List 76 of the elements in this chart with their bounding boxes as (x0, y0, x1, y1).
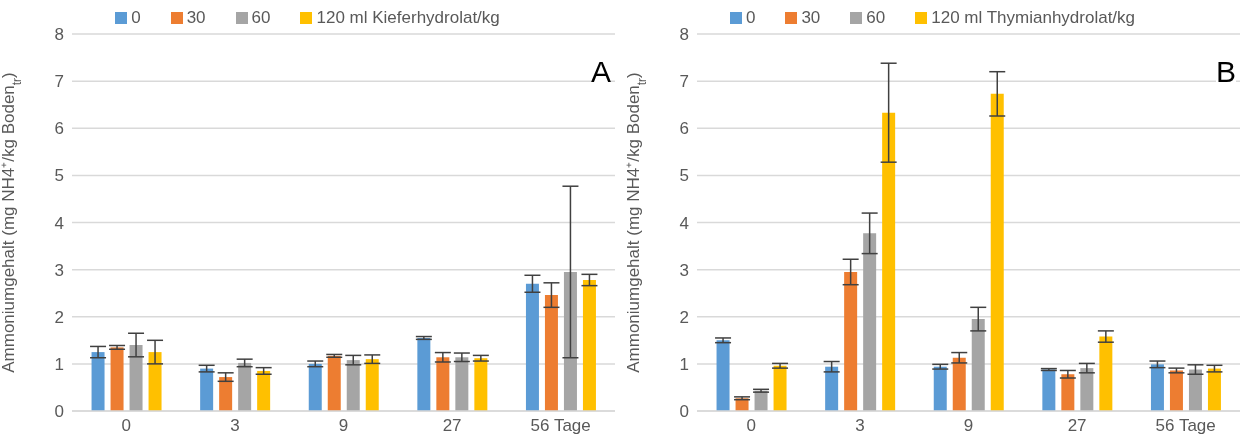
y-tick-label: 4 (679, 213, 689, 233)
y-tick-label: 2 (54, 307, 64, 327)
x-tick-label: 27 (1067, 416, 1087, 436)
bar (990, 93, 1004, 411)
bar (219, 377, 233, 411)
x-tick-label: 9 (338, 416, 349, 436)
y-tick-label: 7 (679, 72, 689, 92)
bar (110, 347, 124, 411)
bar (582, 279, 596, 411)
annotation: B (1215, 55, 1236, 89)
y-tick-label: 4 (54, 213, 64, 233)
bar (474, 358, 488, 411)
y-tick-label: 7 (54, 72, 64, 92)
bar (1207, 368, 1221, 411)
y-tick-label: 6 (54, 119, 64, 139)
y-tick-label: 3 (54, 260, 64, 280)
legend-label: 30 (801, 8, 821, 28)
bar (455, 357, 469, 411)
x-tick-label: 0 (121, 416, 132, 436)
bar (308, 363, 322, 411)
legend-label: 120 ml Kieferhydrolat/kg (316, 8, 500, 28)
legend-label: 30 (186, 8, 206, 28)
bar (327, 355, 341, 411)
bar (436, 357, 450, 411)
bar (346, 360, 360, 411)
bar (129, 345, 143, 411)
bar (200, 368, 214, 411)
bar (716, 340, 730, 411)
bar (773, 365, 787, 411)
x-tick-label: 56 Tage (530, 416, 591, 436)
bar (91, 352, 105, 411)
y-tick-label: 5 (679, 166, 689, 186)
bar (563, 271, 577, 411)
y-tick-label: 8 (54, 25, 64, 45)
bar (1188, 369, 1202, 411)
y-tick-label: 1 (679, 354, 689, 374)
x-tick-label: 3 (230, 416, 240, 436)
annotation: A (590, 55, 611, 89)
y-tick-label: 3 (679, 260, 689, 280)
bar (971, 319, 985, 411)
legend-label: 0 (745, 8, 756, 28)
y-tick-label: 2 (679, 307, 689, 327)
y-tick-label: 1 (54, 354, 64, 374)
bar (844, 271, 858, 411)
legend-label: 0 (131, 8, 141, 28)
x-tick-label: 27 (442, 416, 462, 436)
bar (1080, 368, 1094, 411)
bar (863, 233, 877, 411)
bar (933, 366, 947, 411)
bar (1150, 364, 1164, 411)
bar (257, 370, 271, 411)
y-tick-label: 5 (54, 166, 64, 186)
x-tick-label: 56 Tage (1155, 416, 1216, 436)
legend-label: 60 (866, 8, 886, 28)
bar (544, 295, 558, 411)
y-tick-label: 6 (679, 119, 689, 139)
bar (525, 283, 539, 411)
bar (1169, 370, 1183, 411)
bar (238, 362, 252, 411)
bar (1061, 374, 1075, 411)
y-tick-label: 8 (679, 25, 689, 45)
x-tick-label: 3 (855, 416, 865, 436)
legend-label: 60 (251, 8, 271, 28)
x-tick-label: 9 (963, 416, 974, 436)
bar (365, 359, 379, 411)
bar (882, 112, 896, 411)
y-tick-label: 0 (679, 402, 689, 422)
bar (825, 366, 839, 411)
bar (1099, 336, 1113, 411)
bar (148, 352, 162, 411)
bar (1042, 369, 1056, 411)
bar (417, 337, 431, 411)
x-tick-label: 0 (746, 416, 757, 436)
legend-label: 120 ml Thymianhydrolat/kg (931, 8, 1136, 28)
y-tick-label: 0 (54, 402, 64, 422)
bar (952, 357, 966, 411)
